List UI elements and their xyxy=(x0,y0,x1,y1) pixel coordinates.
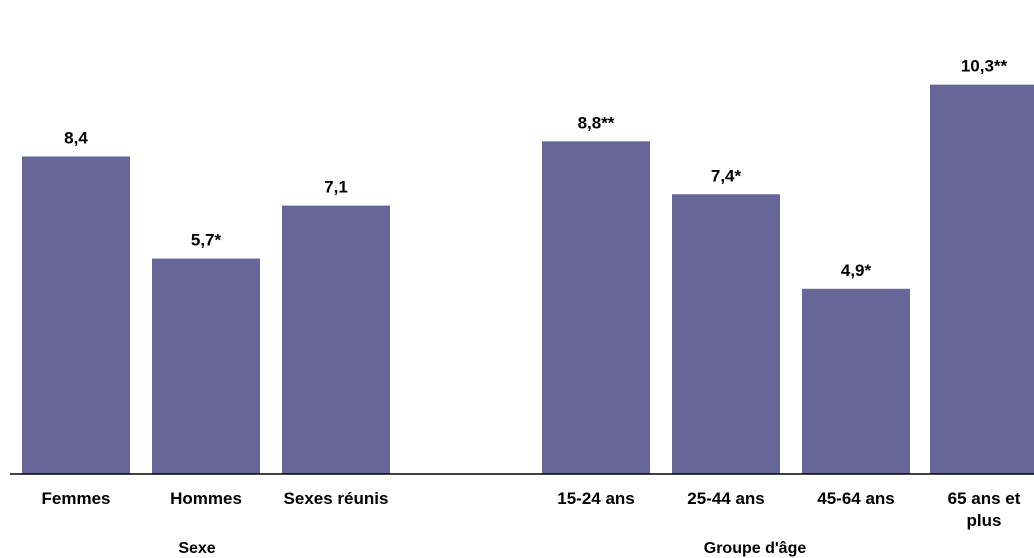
value-label-15-24-ans: 8,8** xyxy=(578,113,615,132)
group-label-sexe: Sexe xyxy=(178,540,215,557)
value-labels-layer: 8,4 5,7* 7,1 8,8** 7,4* 4,9* 10,3** xyxy=(64,57,1007,280)
tick-label-25-44-ans: 25-44 ans xyxy=(687,489,765,508)
bar-65-ans-et-plus xyxy=(930,84,1034,474)
tick-label-femmes: Femmes xyxy=(42,489,111,508)
value-label-femmes: 8,4 xyxy=(64,128,88,147)
tick-label-sexes-reunis: Sexes réunis xyxy=(284,489,389,508)
value-label-hommes: 5,7* xyxy=(191,231,222,250)
bar-25-44-ans xyxy=(672,194,780,474)
tick-label-65-ans-et-plus-line-2: plus xyxy=(967,511,1002,530)
value-label-25-44-ans: 7,4* xyxy=(711,166,742,185)
bar-sexes-reunis xyxy=(282,205,390,474)
value-label-45-64-ans: 4,9* xyxy=(841,261,872,280)
bars-layer xyxy=(22,84,1034,475)
tick-labels-layer: Femmes Hommes Sexes réunis 15-24 ans 25-44 a… xyxy=(42,489,1021,530)
tick-label-15-24-ans: 15-24 ans xyxy=(557,489,635,508)
bar-femmes xyxy=(22,156,130,475)
bar-15-24-ans xyxy=(542,141,650,475)
tick-label-hommes: Hommes xyxy=(170,489,242,508)
group-label-groupe-d-age: Groupe d'âge xyxy=(704,540,807,557)
bar-45-64-ans xyxy=(802,288,910,474)
value-label-65-ans-et-plus: 10,3** xyxy=(961,57,1008,76)
group-labels-layer: Sexe Groupe d'âge xyxy=(178,540,806,557)
bar-hommes xyxy=(152,258,260,474)
value-label-sexes-reunis: 7,1 xyxy=(324,178,348,197)
tick-label-45-64-ans: 45-64 ans xyxy=(817,489,895,508)
tick-label-65-ans-et-plus-line-1: 65 ans et xyxy=(948,489,1021,508)
